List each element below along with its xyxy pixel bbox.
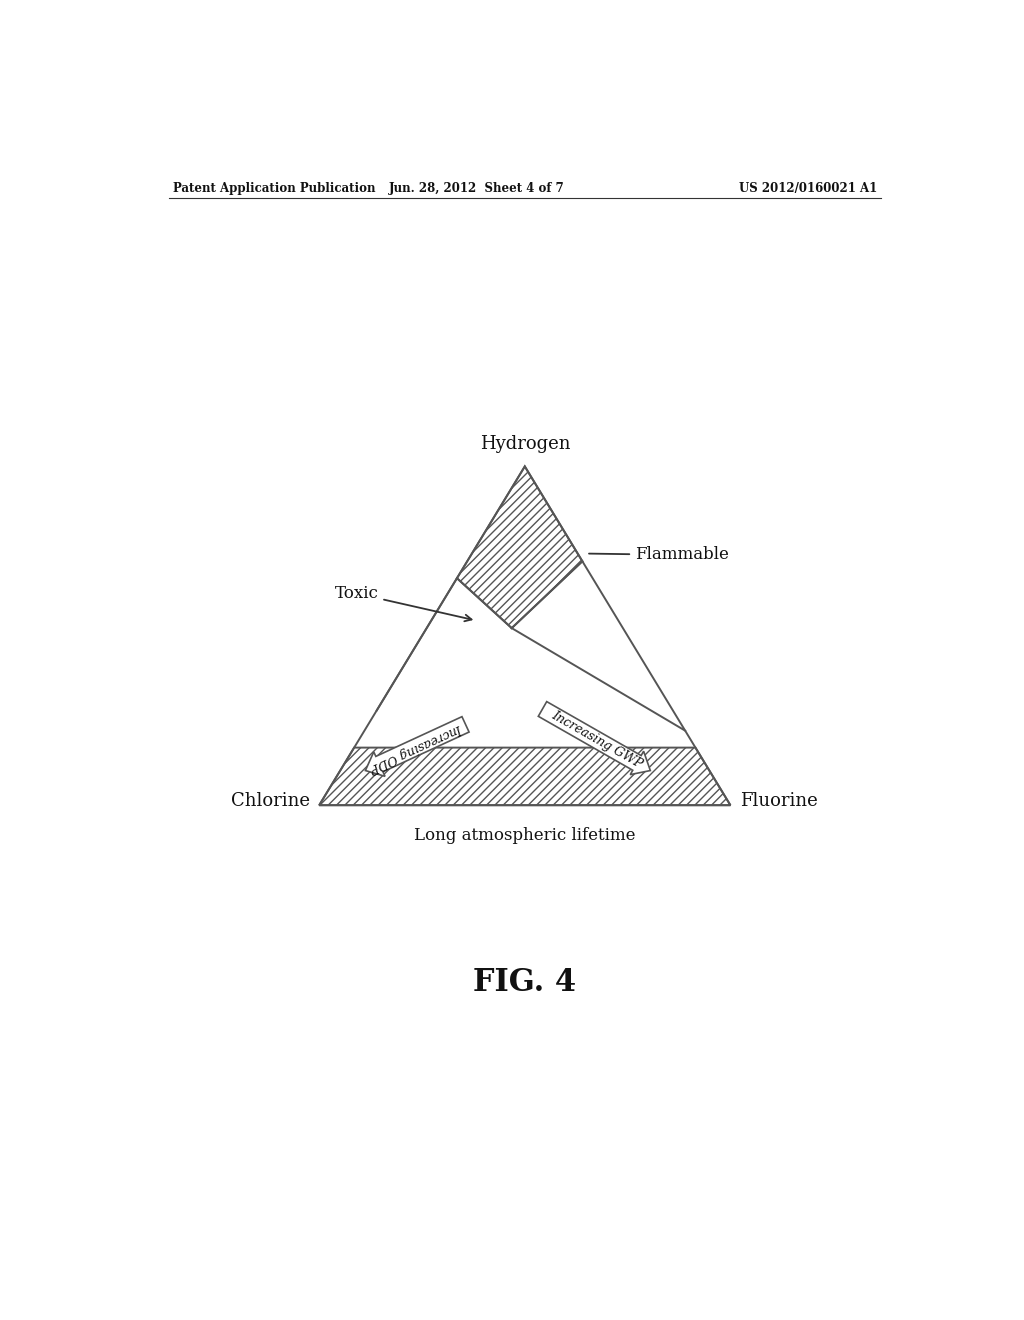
Text: Jun. 28, 2012  Sheet 4 of 7: Jun. 28, 2012 Sheet 4 of 7 (389, 182, 565, 194)
FancyArrow shape (366, 717, 469, 776)
Text: FIG. 4: FIG. 4 (473, 966, 577, 998)
Polygon shape (457, 466, 583, 628)
Polygon shape (319, 747, 730, 805)
Text: Chlorine: Chlorine (231, 792, 310, 810)
Text: Toxic: Toxic (335, 585, 471, 622)
Text: Flammable: Flammable (589, 546, 729, 564)
Text: Hydrogen: Hydrogen (479, 434, 570, 453)
FancyArrow shape (539, 702, 650, 775)
Text: US 2012/0160021 A1: US 2012/0160021 A1 (739, 182, 878, 194)
Text: Increasing GWP: Increasing GWP (549, 709, 644, 771)
Text: Patent Application Publication: Patent Application Publication (173, 182, 376, 194)
Text: Increasing ODP: Increasing ODP (368, 721, 464, 775)
Text: Long atmospheric lifetime: Long atmospheric lifetime (414, 826, 636, 843)
Text: Fluorine: Fluorine (739, 792, 817, 810)
